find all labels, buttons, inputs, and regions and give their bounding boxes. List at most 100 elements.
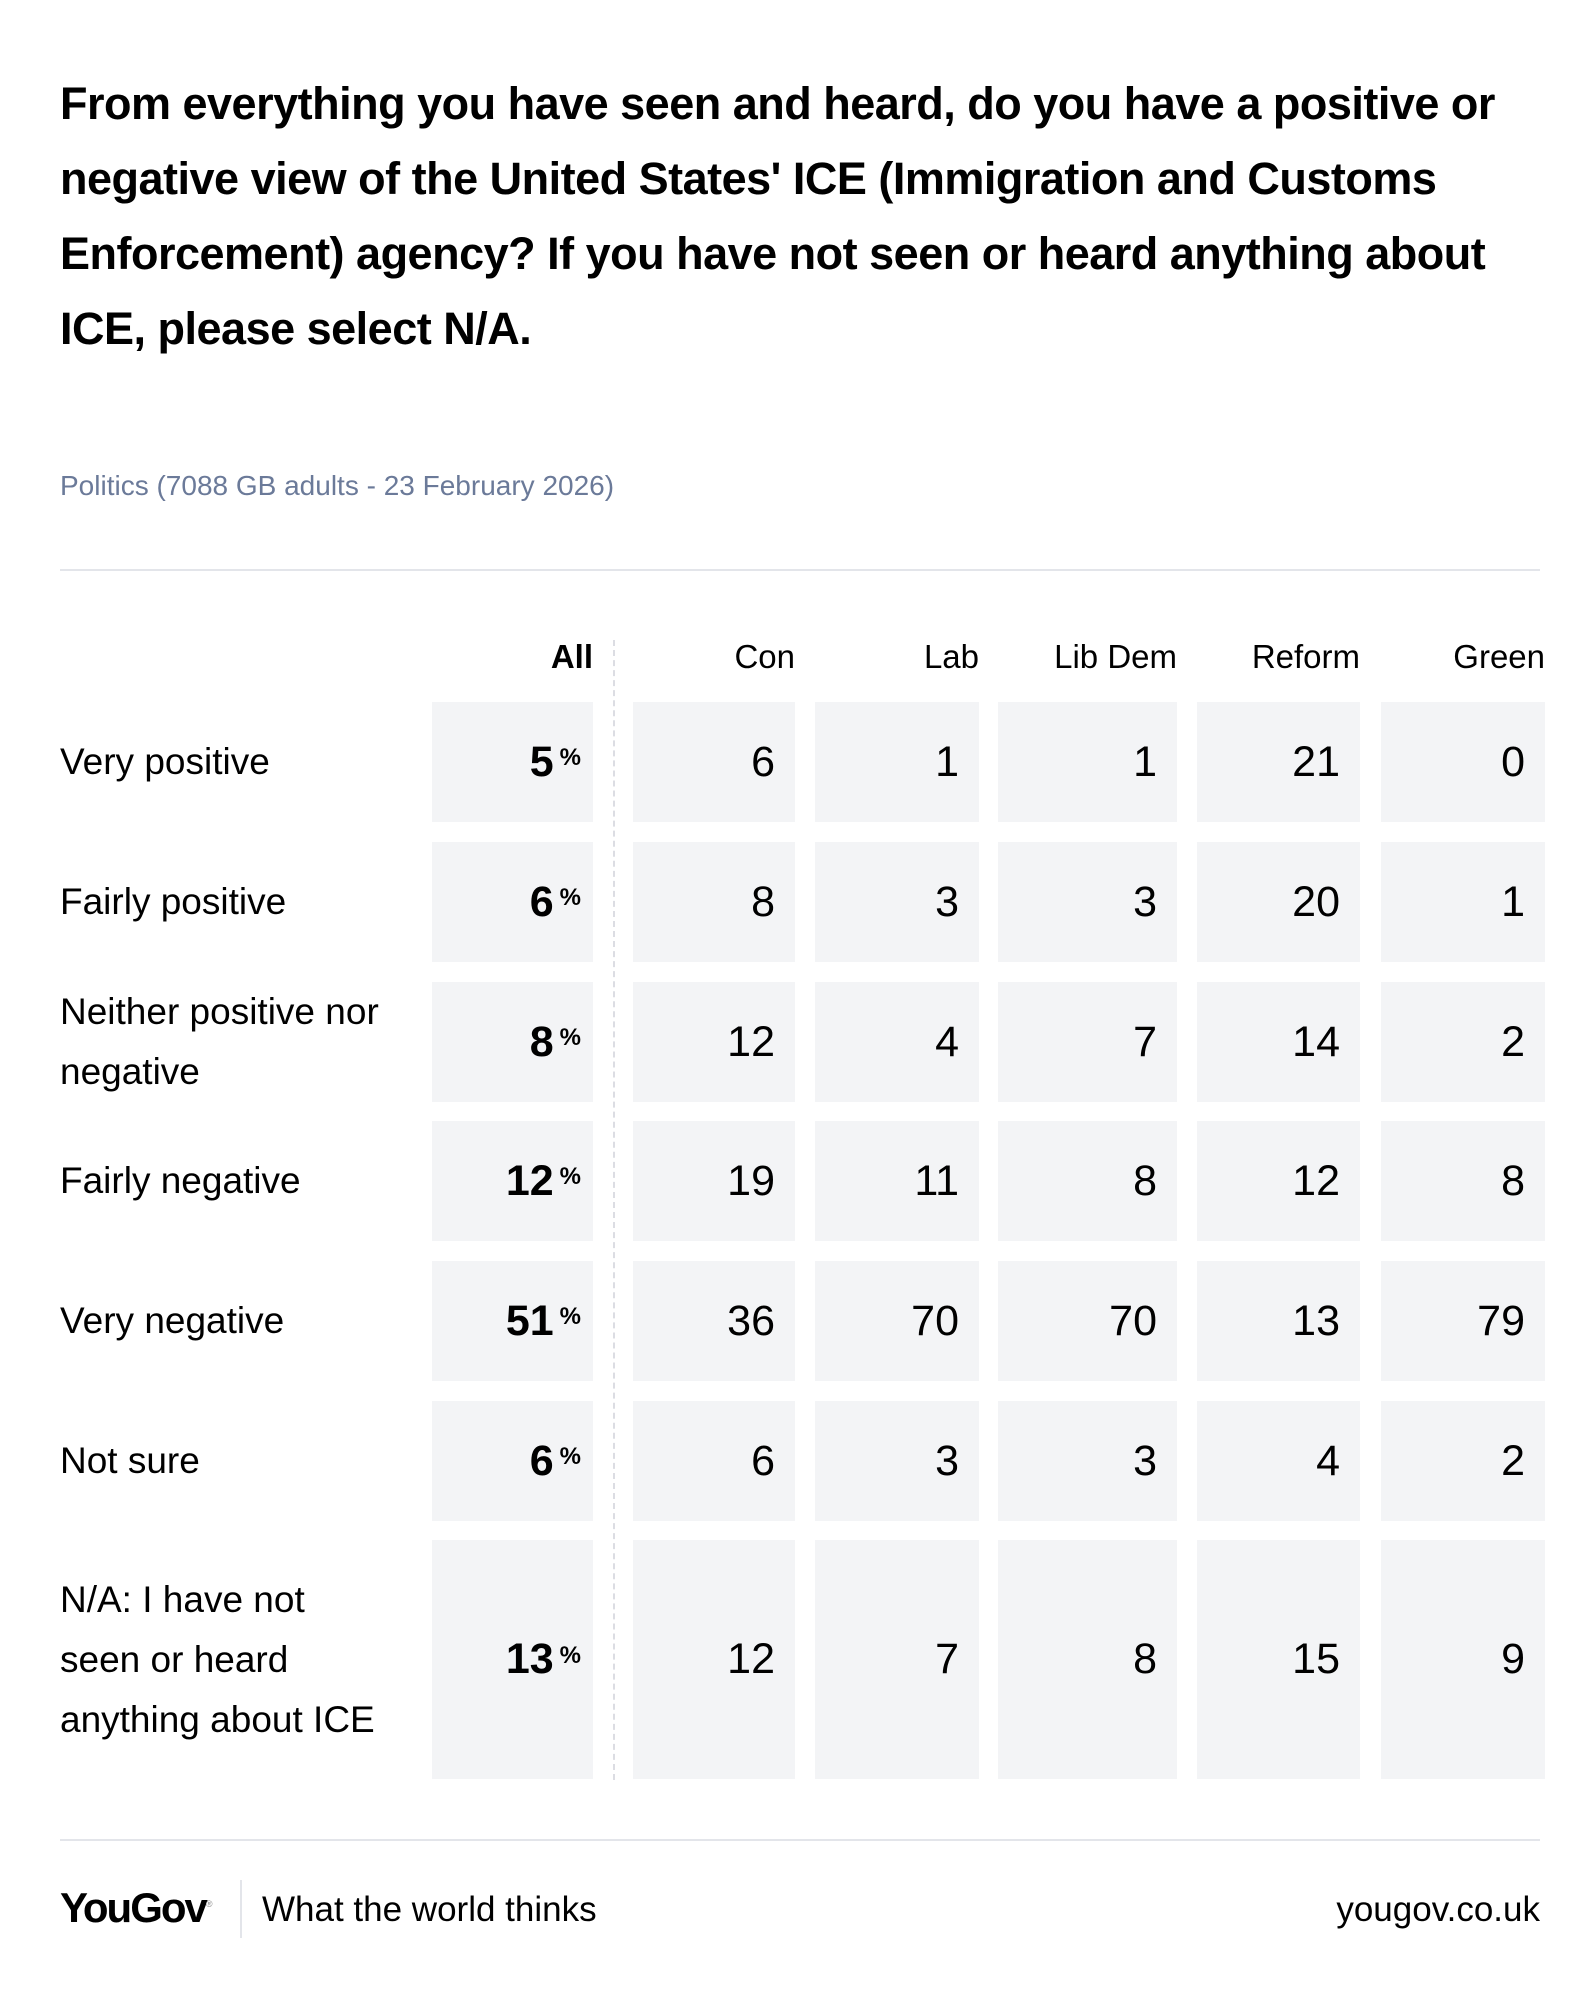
cell-value: 4	[1316, 1436, 1340, 1485]
value-cell-all: 12%	[432, 1121, 593, 1241]
value-cell: 11	[815, 1121, 979, 1241]
cell-value: 70	[1109, 1296, 1157, 1345]
value-cell: 3	[815, 842, 979, 962]
value-cell: 2	[1381, 982, 1545, 1102]
footer-separator	[240, 1880, 242, 1938]
value-cell: 3	[998, 1401, 1177, 1521]
site-link[interactable]: yougov.co.uk	[1336, 1890, 1540, 1929]
cell-value: 5	[529, 737, 554, 786]
row-label: N/A: I have not seen or heard anything a…	[60, 1540, 380, 1779]
value-cell: 6	[633, 702, 795, 822]
registered-mark: ®	[205, 1899, 212, 1909]
cell-value: 3	[935, 877, 959, 926]
cell-value: 6	[529, 877, 554, 926]
value-cell: 6	[633, 1401, 795, 1521]
cell-value: 3	[1133, 1436, 1157, 1485]
value-cell: 14	[1197, 982, 1360, 1102]
value-cell: 1	[815, 702, 979, 822]
cell-value: 11	[914, 1156, 959, 1205]
percent-sign: %	[559, 744, 581, 771]
value-cell: 4	[1197, 1401, 1360, 1521]
cell-value: 8	[529, 1017, 554, 1066]
cell-value: 8	[1133, 1635, 1157, 1683]
percent-sign: %	[559, 1163, 581, 1190]
row-label-text: Neither positive nor negative	[60, 991, 379, 1092]
value-cell: 36	[633, 1261, 795, 1381]
value-cell: 15	[1197, 1540, 1360, 1779]
cell-value: 3	[935, 1436, 959, 1485]
value-cell: 8	[1381, 1121, 1545, 1241]
row-label: Fairly positive	[60, 842, 380, 962]
cell-value: 19	[727, 1156, 775, 1205]
column-header: Reform	[1251, 638, 1360, 675]
row-label: Very positive	[60, 702, 380, 822]
row-label: Neither positive nor negative	[60, 982, 380, 1102]
cell-value: 12	[727, 1017, 775, 1066]
value-cell: 20	[1197, 842, 1360, 962]
cell-value: 36	[727, 1296, 775, 1345]
value-cell: 4	[815, 982, 979, 1102]
cell-value: 1	[935, 737, 959, 786]
top-divider	[60, 569, 1540, 571]
value-cell-all: 51%	[432, 1261, 593, 1381]
value-cell-all: 13%	[432, 1540, 593, 1779]
cell-value: 20	[1292, 877, 1340, 926]
cell-value: 6	[751, 1436, 775, 1485]
cell-value: 0	[1501, 737, 1525, 786]
value-cell: 19	[633, 1121, 795, 1241]
row-label-text: Not sure	[60, 1440, 200, 1481]
percent-sign: %	[559, 1024, 581, 1051]
value-cell: 8	[998, 1121, 1177, 1241]
cell-value: 2	[1501, 1017, 1525, 1066]
cell-value: 7	[935, 1635, 959, 1683]
value-cell: 21	[1197, 702, 1360, 822]
value-cell: 70	[998, 1261, 1177, 1381]
value-cell: 13	[1197, 1261, 1360, 1381]
value-cell-all: 6%	[432, 842, 593, 962]
row-label: Not sure	[60, 1401, 380, 1521]
cell-value: 13	[505, 1635, 554, 1683]
cell-value: 12	[1292, 1156, 1340, 1205]
cell-value: 1	[1501, 877, 1525, 926]
row-label-text: Fairly positive	[60, 881, 287, 922]
percent-sign: %	[559, 1303, 581, 1330]
cell-value: 21	[1292, 737, 1340, 786]
cell-value: 1	[1133, 737, 1157, 786]
column-header: All	[550, 638, 593, 675]
cell-value: 8	[751, 877, 775, 926]
column-header: Green	[1453, 638, 1545, 675]
cell-value: 9	[1501, 1635, 1525, 1683]
cell-value: 12	[505, 1156, 554, 1205]
row-label: Very negative	[60, 1261, 380, 1381]
value-cell: 1	[998, 702, 1177, 822]
value-cell: 7	[815, 1540, 979, 1779]
yougov-logo: YouGov®	[60, 1884, 212, 1932]
column-header: Lib Dem	[1054, 638, 1177, 675]
tagline: What the world thinks	[262, 1890, 597, 1929]
all-column-divider	[613, 640, 615, 1780]
row-label: Fairly negative	[60, 1121, 380, 1241]
row-label-text: N/A: I have not seen or heard anything a…	[60, 1578, 375, 1740]
cell-value: 8	[1133, 1156, 1157, 1205]
percent-sign: %	[559, 884, 581, 911]
row-label-text: Very positive	[60, 741, 270, 782]
value-cell: 3	[998, 842, 1177, 962]
cell-value: 8	[1501, 1156, 1525, 1205]
cell-value: 13	[1292, 1296, 1340, 1345]
cell-value: 12	[727, 1635, 775, 1683]
value-cell-all: 8%	[432, 982, 593, 1102]
subtitle: Politics (7088 GB adults - 23 February 2…	[60, 470, 615, 501]
column-header: Con	[734, 638, 795, 675]
page-title: From everything you have seen and heard,…	[60, 78, 1495, 354]
row-label-text: Fairly negative	[60, 1160, 301, 1201]
cell-value: 6	[529, 1436, 554, 1485]
cell-value: 4	[935, 1017, 959, 1066]
cell-value: 3	[1133, 877, 1157, 926]
percent-sign: %	[559, 1443, 581, 1470]
footer-divider	[60, 1839, 1540, 1841]
cell-value: 51	[505, 1296, 554, 1345]
cell-value: 14	[1292, 1017, 1340, 1066]
value-cell: 12	[633, 1540, 795, 1779]
value-cell: 0	[1381, 702, 1545, 822]
value-cell: 7	[998, 982, 1177, 1102]
